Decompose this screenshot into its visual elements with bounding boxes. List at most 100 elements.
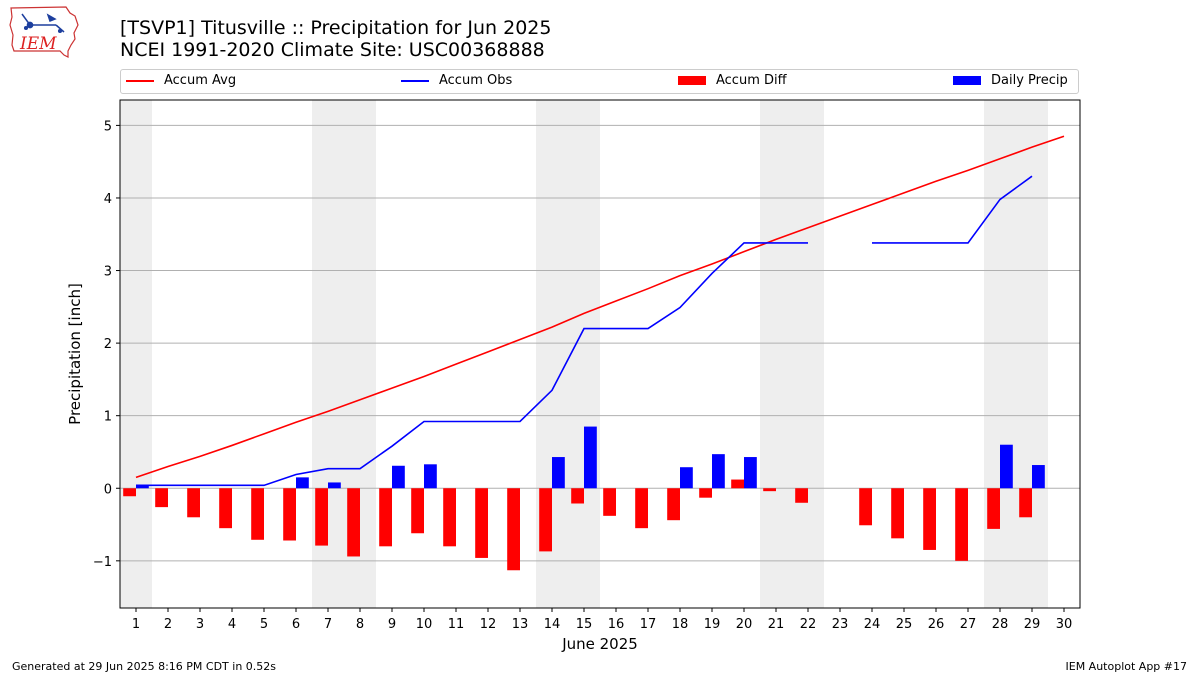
accum-diff-bar-day-12	[475, 488, 488, 558]
legend-label-accum-obs: Accum Obs	[439, 73, 513, 88]
y-tick-label-4: 4	[104, 192, 112, 207]
plot-frame	[119, 99, 1081, 609]
accum-diff-bar-day-4	[219, 488, 232, 529]
daily-precip-bar-day-15	[584, 426, 597, 489]
accum-diff-bar-day-29	[1019, 488, 1032, 518]
legend-label-accum-avg: Accum Avg	[164, 73, 237, 88]
weekend-band-day-21	[760, 100, 792, 608]
accum-diff-bar-day-26	[923, 488, 936, 550]
x-tick-label-22: 22	[800, 617, 817, 632]
accum-avg-line-segment-1	[135, 135, 1065, 479]
x-tick-label-8: 8	[356, 617, 364, 632]
accum-diff-bar-day-1	[123, 488, 136, 497]
legend-swatch-daily-precip	[953, 76, 981, 85]
weekend-band-day-28	[984, 100, 1016, 608]
weekend-band-day-1	[120, 100, 152, 608]
accum-diff-bar-day-14	[539, 488, 552, 552]
accum-diff-bar-day-11	[443, 488, 456, 547]
x-tick-label-1: 1	[132, 617, 140, 632]
footer-generated-note: Generated at 29 Jun 2025 8:16 PM CDT in …	[12, 660, 277, 673]
daily-precip-bar-day-18	[680, 467, 693, 489]
x-tick-label-12: 12	[480, 617, 497, 632]
footer-app-note: IEM Autoplot App #17	[1065, 660, 1188, 673]
legend-label-accum-diff: Accum Diff	[716, 73, 787, 88]
x-tick-label-20: 20	[736, 617, 753, 632]
x-tick-label-21: 21	[768, 617, 785, 632]
x-tick-label-14: 14	[544, 617, 561, 632]
accum-diff-bar-day-13	[507, 488, 520, 571]
legend-item-accum-diff: Accum Diff	[678, 73, 787, 88]
accum-diff-bar-day-21	[763, 488, 776, 492]
x-tick-label-10: 10	[416, 617, 433, 632]
daily-precip-bar-day-28	[1000, 444, 1013, 489]
accum-diff-bar-day-15	[571, 488, 584, 504]
x-tick-label-15: 15	[576, 617, 593, 632]
y-axis-label: Precipitation [inch]	[66, 283, 84, 425]
accum-diff-bar-day-25	[891, 488, 904, 539]
x-tick-label-7: 7	[324, 617, 332, 632]
x-tick-label-29: 29	[1024, 617, 1041, 632]
x-tick-label-9: 9	[388, 617, 396, 632]
x-axis-label: June 2025	[561, 635, 638, 653]
x-tick-label-30: 30	[1056, 617, 1073, 632]
accum-diff-bar-day-8	[347, 488, 360, 557]
y-tick-label-1: 1	[104, 410, 112, 425]
accum-diff-bar-day-19	[699, 488, 712, 498]
daily-precip-bar-day-19	[712, 454, 725, 489]
accum-diff-bar-day-22	[795, 488, 808, 503]
daily-precip-bar-day-29	[1032, 465, 1045, 489]
legend-item-daily-precip: Daily Precip	[953, 73, 1068, 88]
legend-swatch-accum-avg	[126, 79, 154, 82]
chart-subtitle: NCEI 1991-2020 Climate Site: USC00368888	[120, 39, 545, 61]
legend-swatch-accum-obs	[401, 79, 429, 82]
legend-item-accum-obs: Accum Obs	[401, 73, 512, 88]
daily-precip-bar-day-6	[296, 477, 309, 489]
bars	[123, 426, 1045, 571]
accum-diff-bar-day-7	[315, 488, 328, 546]
daily-precip-bar-day-9	[392, 465, 405, 489]
daily-precip-bar-day-20	[744, 457, 757, 489]
accum-diff-bar-day-24	[859, 488, 872, 526]
x-tick-label-3: 3	[196, 617, 204, 632]
logo-text: IEM	[19, 34, 57, 54]
x-tick-label-5: 5	[260, 617, 268, 632]
accum-diff-bar-day-3	[187, 488, 200, 518]
accum-diff-bar-day-10	[411, 488, 424, 534]
y-tick-label-2: 2	[104, 337, 112, 352]
gridlines	[120, 124, 1080, 562]
x-tick-label-17: 17	[640, 617, 657, 632]
accum-diff-bar-day-16	[603, 488, 616, 516]
accum-obs-line-segment-1	[136, 242, 808, 487]
x-tick-label-11: 11	[448, 617, 465, 632]
x-tick-label-23: 23	[832, 617, 849, 632]
accum-diff-bar-day-17	[635, 488, 648, 529]
daily-precip-bar-day-7	[328, 482, 341, 489]
iem-logo: IEM	[9, 6, 79, 58]
x-tick-label-18: 18	[672, 617, 689, 632]
legend-item-accum-avg: Accum Avg	[126, 73, 236, 88]
x-tick-label-24: 24	[864, 617, 881, 632]
weather-instrument-icon	[21, 13, 65, 34]
chart-title: [TSVP1] Titusville :: Precipitation for …	[120, 17, 552, 39]
accum-diff-bar-day-5	[251, 488, 264, 540]
iowa-state-outline-icon	[9, 6, 79, 58]
lines	[135, 135, 1065, 487]
y-tick-label-5: 5	[104, 119, 112, 134]
y-tick-label-0: 0	[104, 482, 112, 497]
x-tick-label-16: 16	[608, 617, 625, 632]
y-tick-label-3: 3	[104, 265, 112, 280]
x-tick-label-6: 6	[292, 617, 300, 632]
x-tick-label-13: 13	[512, 617, 529, 632]
legend-swatch-accum-diff	[678, 76, 706, 85]
daily-precip-bar-day-14	[552, 457, 565, 489]
accum-diff-bar-day-28	[987, 488, 1000, 529]
accum-diff-bar-day-6	[283, 488, 296, 541]
x-tick-label-28: 28	[992, 617, 1009, 632]
weekend-bands	[120, 100, 1048, 608]
weekend-band-day-15	[568, 100, 600, 608]
daily-precip-bar-day-1	[136, 485, 149, 489]
legend-label-daily-precip: Daily Precip	[991, 73, 1068, 88]
x-tick-label-27: 27	[960, 617, 977, 632]
